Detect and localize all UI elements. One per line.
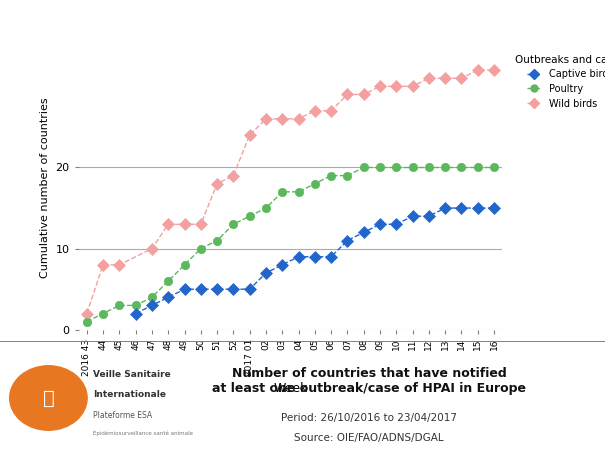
Captive birds [442, 205, 449, 211]
Poultry [491, 165, 498, 170]
Captive birds [246, 286, 253, 292]
Wild birds [263, 116, 270, 121]
Line: Wild birds: Wild birds [83, 66, 498, 318]
Poultry [83, 319, 90, 324]
Text: Source: OIE/FAO/ADNS/DGAL: Source: OIE/FAO/ADNS/DGAL [294, 433, 444, 443]
Poultry [263, 205, 270, 211]
Wild birds [116, 262, 123, 267]
Wild birds [295, 116, 302, 121]
Circle shape [10, 366, 87, 430]
Wild birds [83, 311, 90, 316]
Wild birds [230, 173, 237, 178]
Y-axis label: Cumulative number of countries: Cumulative number of countries [40, 98, 50, 278]
Poultry [360, 165, 367, 170]
Wild birds [181, 222, 188, 227]
Line: Captive birds: Captive birds [131, 204, 498, 318]
Wild birds [311, 108, 318, 114]
Wild birds [474, 67, 482, 73]
Captive birds [165, 294, 172, 300]
Wild birds [344, 92, 351, 97]
Captive birds [279, 262, 286, 267]
Captive birds [214, 286, 221, 292]
Captive birds [393, 222, 400, 227]
Wild birds [458, 76, 465, 81]
X-axis label: Week: Week [273, 382, 307, 395]
Poultry [327, 173, 335, 178]
Wild birds [442, 76, 449, 81]
Wild birds [148, 246, 155, 251]
Captive birds [327, 254, 335, 260]
Wild birds [491, 67, 498, 73]
Poultry [132, 303, 139, 308]
Captive birds [148, 303, 155, 308]
Captive birds [132, 311, 139, 316]
Captive birds [295, 254, 302, 260]
Wild birds [425, 76, 433, 81]
Poultry [344, 173, 351, 178]
Captive birds [491, 205, 498, 211]
Poultry [116, 303, 123, 308]
Poultry [230, 222, 237, 227]
Wild birds [393, 84, 400, 89]
Captive birds [230, 286, 237, 292]
Poultry [181, 262, 188, 267]
Text: Period: 26/10/2016 to 23/04/2017: Period: 26/10/2016 to 23/04/2017 [281, 413, 457, 423]
Poultry [376, 165, 384, 170]
Text: Internationale: Internationale [93, 391, 166, 399]
Text: Veille Sanitaire: Veille Sanitaire [93, 371, 171, 379]
Poultry [442, 165, 449, 170]
Poultry [458, 165, 465, 170]
Poultry [474, 165, 482, 170]
Poultry [425, 165, 433, 170]
Poultry [197, 246, 204, 251]
Legend: Captive birds, Poultry, Wild birds: Captive birds, Poultry, Wild birds [511, 51, 605, 113]
Captive birds [344, 238, 351, 243]
Poultry [393, 165, 400, 170]
Poultry [165, 278, 172, 284]
Captive birds [474, 205, 482, 211]
Poultry [311, 181, 318, 186]
Poultry [295, 189, 302, 195]
Text: Épidémiosurveillance santé animale: Épidémiosurveillance santé animale [93, 430, 193, 436]
Text: Plateforme ESA: Plateforme ESA [93, 411, 152, 420]
Wild birds [197, 222, 204, 227]
Wild birds [409, 84, 416, 89]
Captive birds [360, 229, 367, 235]
Wild birds [327, 108, 335, 114]
Text: Number of countries that have notified
at least one outbreak/case of HPAI in Eur: Number of countries that have notified a… [212, 367, 526, 395]
Poultry [214, 238, 221, 243]
Line: Poultry: Poultry [83, 164, 498, 326]
Captive birds [458, 205, 465, 211]
Wild birds [214, 181, 221, 186]
Wild birds [279, 116, 286, 121]
Captive birds [311, 254, 318, 260]
Poultry [99, 311, 106, 316]
Wild birds [165, 222, 172, 227]
Poultry [279, 189, 286, 195]
Poultry [246, 213, 253, 219]
Captive birds [376, 222, 384, 227]
Captive birds [425, 213, 433, 219]
Captive birds [197, 286, 204, 292]
Poultry [148, 294, 155, 300]
Captive birds [263, 270, 270, 276]
Wild birds [99, 262, 106, 267]
Captive birds [409, 213, 416, 219]
Captive birds [181, 286, 188, 292]
Wild birds [376, 84, 384, 89]
Wild birds [360, 92, 367, 97]
Text: 🌐: 🌐 [42, 388, 54, 408]
Wild birds [246, 132, 253, 138]
Poultry [409, 165, 416, 170]
